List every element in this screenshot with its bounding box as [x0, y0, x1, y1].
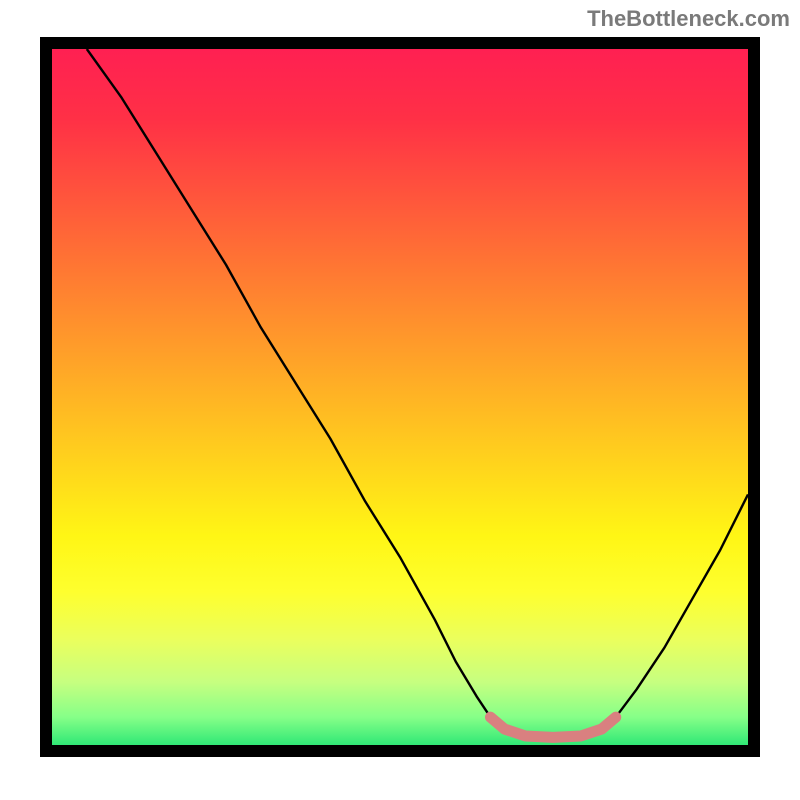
bottleneck-curve [87, 49, 748, 738]
chart-frame [40, 37, 760, 757]
chart-svg-layer [52, 49, 748, 745]
watermark-text: TheBottleneck.com [587, 6, 790, 32]
optimal-range-highlight [490, 717, 615, 737]
